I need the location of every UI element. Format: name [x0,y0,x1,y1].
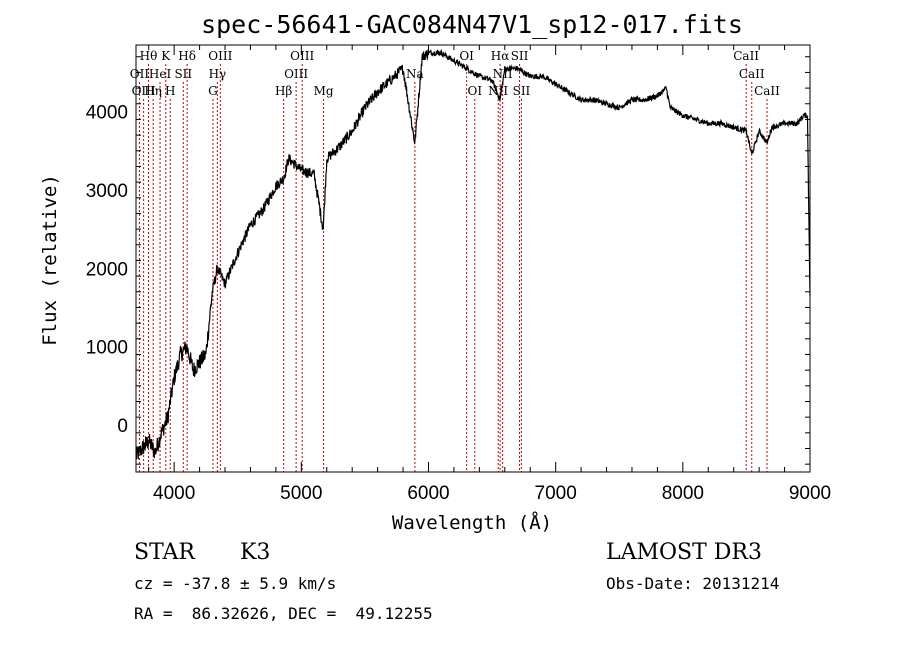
line-label-G: G [208,84,218,98]
line-label-OIII-4363: OIII [208,49,232,63]
line-label-NII-6548: NII [488,84,508,98]
x-tick-label: 4000 [153,483,195,504]
line-label-Hβ: Hβ [275,84,292,98]
line-label-Hα: Hα [491,49,510,63]
redshift-cz: cz = -37.8 ± 5.9 km/s [134,574,337,593]
line-label-SII-6716: SII [511,49,529,63]
y-tick-label: 4000 [86,103,128,124]
line-label-OII: OII [130,67,150,81]
x-tick-label: 8000 [662,483,704,504]
line-label-H: H [165,84,175,98]
line-label-OIII-5007: OIII [290,49,314,63]
axis-ticks: 4000 5000 6000 7000 8000 9000 0 1000 2000 3000 400… [86,45,831,504]
line-label-HeI: HeI [149,67,172,81]
line-label-Na: Na [406,67,424,81]
line-label-OI-6364: OI [467,84,482,98]
x-axis-label: Wavelength (Å) [392,511,552,534]
line-label-SII: SII [174,67,192,81]
y-tick-label: 3000 [86,181,128,202]
object-class: STAR [134,540,195,565]
line-label-Hγ: Hγ [209,67,227,81]
line-label-Hη: Hη [144,84,162,98]
line-label-Hδ: Hθ [140,49,158,63]
line-label-SII-6731: SII [513,84,531,98]
y-axis-label: Flux (relative) [39,174,61,346]
line-label-OI-6300: OI [459,49,474,63]
spectral-lines: Hθ OII OIII K HeI Hη H Hδ SII OIII Hγ G OIII OIII Hβ Mg… [130,49,780,472]
x-tick-label: 7000 [535,483,577,504]
line-label-Mg: Mg [314,84,334,98]
spectrum-line [135,48,811,460]
line-label-K: K [161,49,171,63]
object-subclass: K3 [240,540,271,565]
line-label-CaII-8542: CaII [739,67,765,81]
ra-dec: RA = 86.32626, DEC = 49.12255 [134,604,433,623]
obs-date: Obs-Date: 20131214 [606,574,780,593]
y-tick-label: 1000 [86,338,128,359]
y-tick-label: 0 [117,416,128,437]
plot-frame [135,44,811,473]
line-label-OIII-4959: OIII [284,67,308,81]
x-tick-label: 9000 [789,483,831,504]
line-label-Hδ2: Hδ [178,49,196,63]
line-label-OIII: OIII [132,84,156,98]
chart-title: spec-56641-GAC084N47V1_sp12-017.fits [201,10,743,39]
line-label-CaII-8662: CaII [754,84,780,98]
y-tick-label: 2000 [86,259,128,280]
survey-label: LAMOST DR3 [606,540,762,565]
line-label-CaII-8498: CaII [733,49,759,63]
x-tick-label: 5000 [280,483,322,504]
x-tick-label: 6000 [407,483,449,504]
